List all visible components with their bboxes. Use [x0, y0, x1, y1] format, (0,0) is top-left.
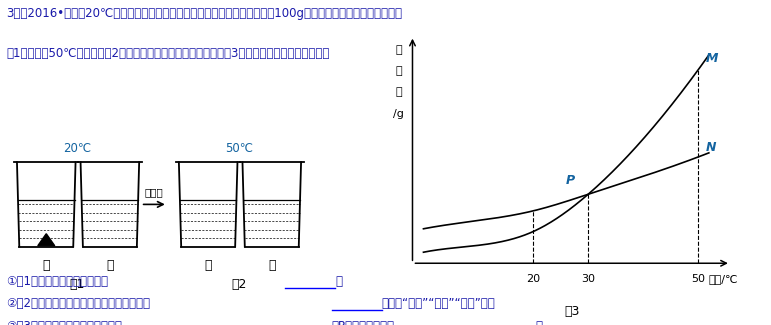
Text: 50℃: 50℃	[225, 142, 253, 155]
Text: 。: 。	[536, 320, 543, 325]
Text: 图1，加热到50℃时现象如图2，甲、乙两种物质的溶解度曲线如图3，请结合图示回答下列问题。: 图1，加热到50℃时现象如图2，甲、乙两种物质的溶解度曲线如图3，请结合图示回答…	[6, 47, 329, 60]
Text: 乙（填“大于”“等于”“小于”）。: 乙（填“大于”“等于”“小于”）。	[382, 297, 496, 310]
Text: ③图3中，表示乙的溶解度曲线的是: ③图3中，表示乙的溶解度曲线的是	[6, 320, 122, 325]
Text: ，P点表示的含义是: ，P点表示的含义是	[332, 320, 395, 325]
Text: 20℃: 20℃	[63, 142, 91, 155]
Text: 温度/℃: 温度/℃	[709, 274, 739, 284]
Text: 乙: 乙	[268, 259, 275, 272]
Text: M: M	[706, 52, 719, 65]
Text: 解: 解	[396, 66, 402, 76]
Text: 乙: 乙	[106, 259, 113, 272]
Text: 20: 20	[526, 274, 540, 284]
Text: 图2: 图2	[231, 278, 247, 291]
Text: P: P	[565, 175, 574, 188]
Text: ②图2中，甲、乙两溶液中溶质质量分数为甲: ②图2中，甲、乙两溶液中溶质质量分数为甲	[6, 297, 150, 310]
Text: /g: /g	[393, 109, 404, 119]
Text: 度: 度	[396, 87, 402, 97]
Text: 图1: 图1	[69, 278, 85, 291]
Text: 50: 50	[691, 274, 705, 284]
Text: 30: 30	[581, 274, 595, 284]
Text: ①图1中，一定为饱和溶液的是: ①图1中，一定为饱和溶液的是	[6, 275, 108, 288]
Text: 溶: 溶	[396, 45, 402, 55]
Text: 3．（2016•通辽）20℃时将等质量的甲、乙两种固体物质，分别加入到盛有100g水的烧杯中，充分搞拌后现象如: 3．（2016•通辽）20℃时将等质量的甲、乙两种固体物质，分别加入到盛有100…	[6, 6, 402, 20]
Text: N: N	[706, 141, 716, 154]
Text: 升温至: 升温至	[145, 188, 163, 198]
Text: 图3: 图3	[564, 305, 579, 318]
Text: 甲: 甲	[42, 259, 50, 272]
Polygon shape	[38, 234, 55, 246]
Text: 。: 。	[335, 275, 342, 288]
Text: 甲: 甲	[204, 259, 212, 272]
